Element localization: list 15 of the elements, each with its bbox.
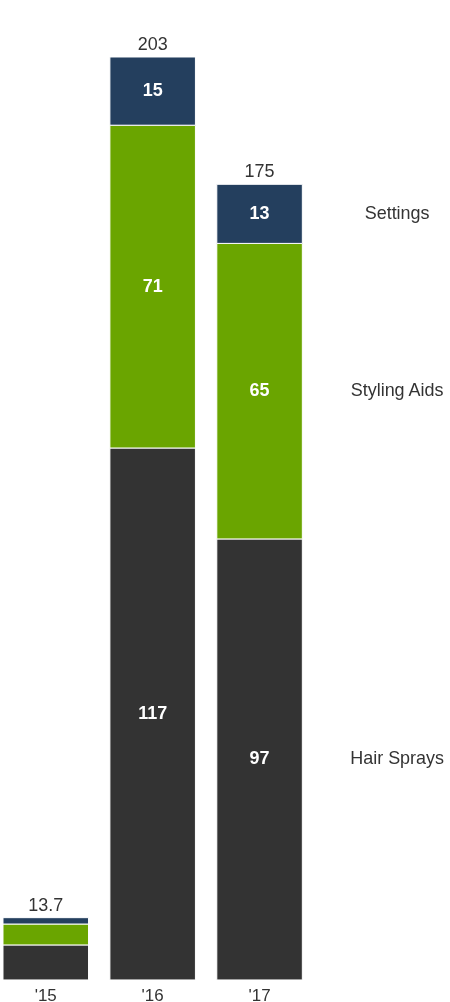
- data-label: 117: [138, 702, 168, 723]
- data-label: 71: [142, 275, 163, 296]
- x-tick-label: '16: [141, 986, 164, 1002]
- text: Hair Sprays: [350, 748, 445, 769]
- data-label: 65: [249, 380, 270, 401]
- data-label: 97: [249, 748, 270, 769]
- text: Settings: [364, 202, 430, 223]
- data-label: 13: [249, 202, 270, 223]
- total-label: 13.7: [28, 894, 64, 915]
- data-label: 15: [142, 80, 163, 101]
- x-tick-label: '15: [34, 986, 57, 1002]
- total-label: 203: [137, 34, 168, 55]
- x-tick-label: '17: [248, 986, 271, 1002]
- text: Styling Aids: [350, 380, 444, 401]
- total-label: 175: [244, 161, 275, 182]
